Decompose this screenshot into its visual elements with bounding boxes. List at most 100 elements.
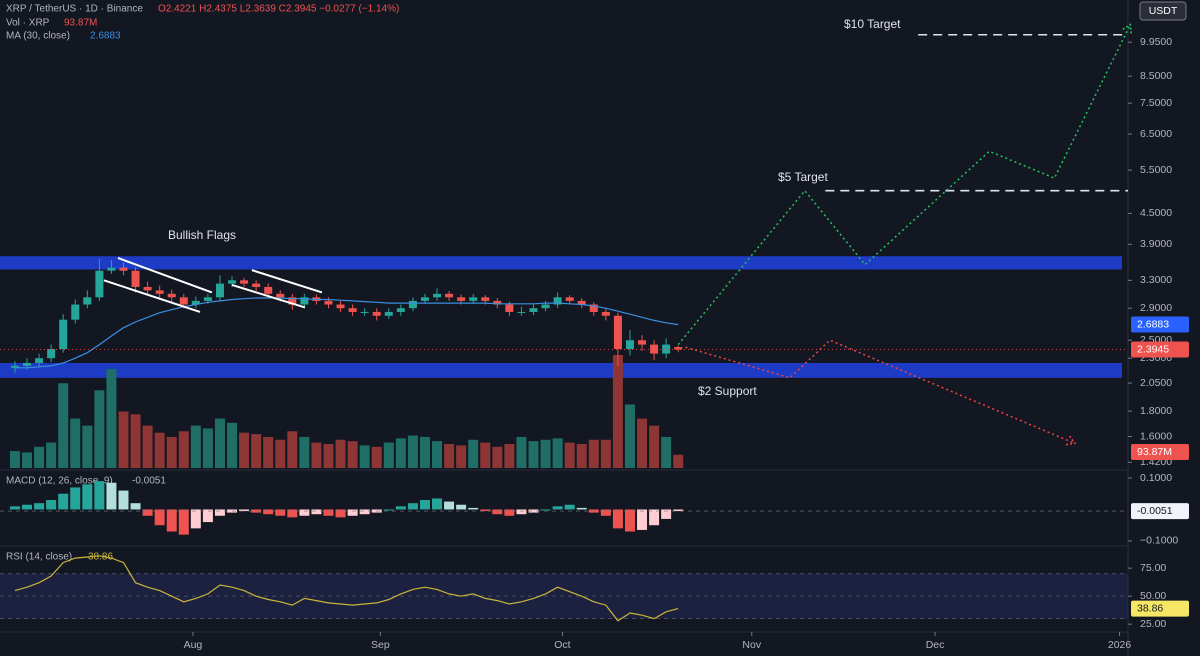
volume-bar [395,438,406,468]
y-tick-label: 1.8000 [1140,405,1172,417]
volume-bar [335,439,346,468]
volume-bar [371,446,382,468]
candle-body [348,308,357,312]
rsi-value-box [1131,600,1189,617]
volume-bar [263,436,274,468]
candle-body [541,304,550,309]
volume-bar [480,442,491,468]
candle-body [59,319,68,350]
volume-bar [588,439,599,468]
ohlc: O2.4221 H2.4375 L2.3639 C2.3945 −0.0277 … [158,4,399,15]
y-tick-label: 3.3000 [1140,274,1172,286]
volume-bar [190,425,201,468]
volume-bar [661,436,672,468]
candle-body [589,304,598,312]
rsi-tick-label: 50.00 [1140,590,1166,602]
candle-body [131,270,140,287]
candle-body [372,311,381,316]
candle-body [215,283,224,298]
macd-bar [456,504,467,510]
volume-bar [178,431,189,468]
flag-line [251,269,323,294]
macd-bar [624,509,635,532]
macd-bar [576,507,587,510]
annotation: $5 Target [778,170,828,184]
x-tick-label: Nov [742,639,761,651]
candle-body [638,340,647,345]
macd-tick-label: −0.1000 [1140,535,1178,547]
candle-body [10,365,19,368]
rsi-legend: RSI (14, close) [6,552,72,563]
volume-legend: Vol · XRP [6,18,50,29]
volume-bar [323,443,334,468]
macd-bar [419,500,430,510]
candle-body [167,293,176,298]
macd-bar [480,509,491,512]
candle-body [288,297,297,305]
volume-bar [275,439,286,468]
macd-legend: MACD (12, 26, close, 9) [6,476,113,487]
macd-bar [154,509,165,526]
macd-bar [528,509,539,513]
candle-body [336,304,345,309]
macd-bar [130,503,141,510]
currency[interactable]: USDT [1149,5,1178,17]
macd-value-label: -0.0051 [1137,505,1173,517]
candle-body [47,349,56,359]
macd-bar [263,509,274,515]
y-tick-label: 1.6000 [1140,430,1172,442]
candle-body [505,304,514,312]
macd-bar [311,509,322,515]
volume-bar [22,452,33,468]
candle-body [240,280,249,284]
macd-bar [22,504,33,510]
moving-average [15,297,679,369]
macd-bar [9,506,20,510]
candle-body [264,286,273,294]
support-resistance-zone [0,256,1122,270]
volume-bar [142,425,153,468]
macd-bar [118,490,129,510]
candle-body [445,293,454,298]
macd-bar [661,509,672,519]
volume-bar [383,442,394,468]
macd-bar [239,509,250,512]
candle-body [83,297,92,305]
candle-body [384,311,393,316]
volume-bar [637,418,648,468]
rsi-value-label: 38.86 [1137,602,1163,614]
macd-legend-value: -0.0051 [132,476,166,487]
x-tick-label: Sep [371,639,390,651]
volume-bar [130,414,141,468]
macd-bar [190,509,201,529]
macd-bar [649,509,660,526]
ma-value-label: 2.6883 [1137,318,1169,330]
macd-tick-label: 0.1000 [1140,472,1172,484]
macd-bar [34,503,45,510]
y-tick-label: 9.9500 [1140,36,1172,48]
volume-legend-value: 93.87M [64,18,97,29]
volume-bar [287,431,298,468]
macd-bar [395,506,406,510]
volume-bar [311,442,322,468]
price-value-label: 2.3945 [1137,343,1169,355]
macd-bar [504,509,515,516]
volume-bar [34,446,45,468]
rsi-tick-label: 75.00 [1140,562,1166,574]
rsi-band [0,573,1128,619]
candle-body [517,311,526,313]
macd-bar [516,509,527,515]
volume-bar [359,445,370,468]
macd-bar [637,509,648,530]
candle-body [155,290,164,294]
annotation: $2 Support [698,384,757,398]
candle-body [396,308,405,312]
volume-bar [227,422,238,468]
ma-value-box [1131,316,1189,333]
macd-bar [142,509,153,516]
macd-bar [299,509,310,516]
currency-badge[interactable] [1139,1,1187,21]
candle-body [143,286,152,291]
candle-body [601,311,610,316]
candle-body [203,297,212,301]
